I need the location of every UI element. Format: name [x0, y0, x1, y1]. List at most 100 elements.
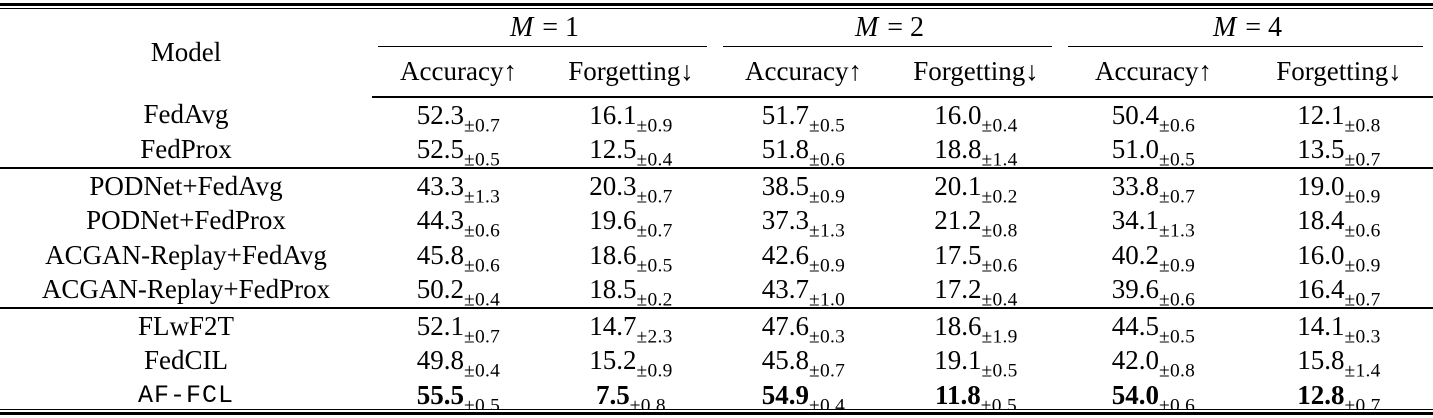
metric-value: 52.5±0.5: [416, 134, 501, 171]
model-name: PODNet+FedAvg: [0, 167, 372, 204]
table-body: FedAvg 52.3±0.7 16.1±0.9 51.7±0.5 16.0±0…: [0, 97, 1433, 417]
column-header-accuracy-m4: Accuracy↑: [1062, 47, 1245, 98]
model-name: FedAvg: [143, 99, 229, 130]
bottom-rule-thin: [0, 409, 1433, 410]
group-header-m2: M = 2: [717, 8, 1062, 47]
model-name: AF-FCL: [137, 380, 234, 410]
metric-value: 18.6±0.5: [589, 239, 673, 277]
model-name: ACGAN-Replay+FedAvg: [45, 239, 327, 270]
m4-variable: M: [1212, 11, 1237, 43]
metric-value: 33.8±0.7: [1062, 167, 1245, 206]
metric-value: 44.3±0.6: [416, 205, 501, 242]
column-header-accuracy-m2: Accuracy↑: [717, 47, 890, 98]
metric-value: 18.8±1.4: [934, 134, 1018, 171]
top-rule-thick: [0, 3, 1433, 6]
metric-value: 15.2±0.9: [589, 345, 673, 382]
metric-value: 51.7±0.5: [761, 99, 846, 137]
model-name: ACGAN-Replay+FedProx: [41, 274, 331, 305]
metric-value: 51.0±0.5: [1111, 134, 1196, 171]
m1-cmidrule: [378, 45, 707, 47]
table-row-acgan-replay-fedprox: ACGAN-Replay+FedProx 50.2±0.4 18.5±0.2 4…: [0, 273, 1433, 311]
metric-value: 43.7±1.0: [761, 274, 846, 311]
column-header-model: Model: [150, 37, 222, 67]
m2-variable: M: [854, 11, 879, 43]
metric-value: 16.0±0.4: [934, 99, 1018, 137]
model-name: PODNet+FedProx: [86, 205, 286, 236]
metric-value: 7.5±0.8: [596, 379, 666, 417]
metric-value: 16.1±0.9: [589, 99, 673, 137]
column-header-forgetting-m1: Forgetting↓: [545, 47, 717, 98]
metric-value: 19.1±0.5: [934, 345, 1018, 382]
metric-value: 18.6±1.9: [890, 307, 1062, 346]
top-rule-gap: [0, 6, 1433, 8]
column-header-accuracy-m1: Accuracy↑: [372, 47, 545, 98]
metric-value: 34.1±1.3: [1111, 205, 1196, 242]
metric-value: 14.1±0.3: [1245, 307, 1433, 346]
group-header-m4: M = 4: [1062, 8, 1433, 47]
bottom-rule: [0, 409, 1433, 415]
table-row-fedprox: FedProx 52.5±0.5 12.5±0.4 51.8±0.6 18.8±…: [0, 133, 1433, 171]
metric-value: 54.0±0.6: [1111, 379, 1196, 417]
bottom-rule-thick: [0, 412, 1433, 415]
metric-value: 37.3±1.3: [761, 205, 846, 242]
results-table: Model M = 1 M = 2 M = 4 Accuracy↑ Forgettin…: [0, 8, 1433, 417]
metric-value: 16.0±0.9: [1297, 239, 1381, 277]
bottom-rule-gap: [0, 410, 1433, 412]
metric-value: 20.1±0.2: [890, 167, 1062, 206]
metric-value: 19.0±0.9: [1245, 167, 1433, 206]
metric-value: 54.9±0.4: [761, 379, 846, 417]
metric-value: 52.3±0.7: [416, 99, 501, 137]
metric-value: 52.1±0.7: [372, 307, 545, 346]
m1-variable: M: [509, 11, 534, 43]
column-header-forgetting-m2: Forgetting↓: [890, 47, 1062, 98]
metric-value: 50.4±0.6: [1111, 99, 1196, 137]
top-rule-thin: [0, 8, 1433, 9]
metric-value: 47.6±0.3: [717, 307, 890, 346]
header-row-groups: Model M = 1 M = 2 M = 4: [0, 8, 1433, 67]
metric-value: 49.8±0.4: [416, 345, 501, 382]
metric-value: 38.5±0.9: [717, 167, 890, 206]
metric-value: 55.5±0.5: [416, 379, 501, 417]
model-name: FedCIL: [144, 345, 228, 376]
metric-value: 18.4±0.6: [1297, 205, 1381, 242]
metric-value: 43.3±1.3: [372, 167, 545, 206]
metric-value: 17.2±0.4: [934, 274, 1018, 311]
table-row-fedavg: FedAvg 52.3±0.7 16.1±0.9 51.7±0.5 16.0±0…: [0, 97, 1433, 137]
metric-value: 17.5±0.6: [934, 239, 1018, 277]
metric-value: 42.6±0.9: [761, 239, 846, 277]
metric-value: 18.5±0.2: [589, 274, 673, 311]
header-row-metrics: Accuracy↑ Forgetting↓ Accuracy↑ Forgetti…: [0, 47, 1433, 98]
top-rule: [0, 3, 1433, 9]
metric-value: 45.8±0.6: [416, 239, 501, 277]
m4-equals-value: = 4: [1245, 11, 1283, 43]
m2-equals-value: = 2: [887, 11, 925, 43]
metric-value: 19.6±0.7: [589, 205, 673, 242]
metric-value: 50.2±0.4: [416, 274, 501, 311]
column-header-forgetting-m4: Forgetting↓: [1245, 47, 1433, 98]
table-row-fedcil: FedCIL 49.8±0.4 15.2±0.9 45.8±0.7 19.1±0…: [0, 344, 1433, 382]
table-row-podnet-fedavg: PODNet+FedAvg 43.3±1.3 20.3±0.7 38.5±0.9…: [0, 167, 1433, 206]
metric-value: 40.2±0.9: [1111, 239, 1196, 277]
table-row-podnet-fedprox: PODNet+FedProx 44.3±0.6 19.6±0.7 37.3±1.…: [0, 204, 1433, 242]
metric-value: 51.8±0.6: [761, 134, 846, 171]
metric-value: 44.5±0.5: [1062, 307, 1245, 346]
table-row-flwf2t: FLwF2T 52.1±0.7 14.7±2.3 47.6±0.3 18.6±1…: [0, 307, 1433, 346]
m1-equals-value: = 1: [542, 11, 580, 43]
table-row-acgan-replay-fedavg: ACGAN-Replay+FedAvg 45.8±0.6 18.6±0.5 42…: [0, 238, 1433, 277]
group-header-m1: M = 1: [372, 8, 717, 47]
table-row-af-fcl: AF-FCL 55.5±0.5 7.5±0.8 54.9±0.4 11.8±0.…: [0, 378, 1433, 417]
table-header: Model M = 1 M = 2 M = 4 Accuracy↑ Forgettin…: [0, 8, 1433, 98]
metric-value: 20.3±0.7: [545, 167, 717, 206]
metric-value: 12.5±0.4: [589, 134, 673, 171]
metric-value: 12.1±0.8: [1297, 99, 1381, 137]
m4-cmidrule: [1068, 45, 1423, 47]
m2-cmidrule: [723, 45, 1052, 47]
model-name: FLwF2T: [0, 307, 372, 344]
metric-value: 21.2±0.8: [934, 205, 1018, 242]
metric-value: 42.0±0.8: [1111, 345, 1196, 382]
metric-value: 14.7±2.3: [545, 307, 717, 346]
metric-value: 15.8±1.4: [1297, 345, 1381, 382]
metric-value: 11.8±0.5: [935, 379, 1017, 417]
metric-value: 13.5±0.7: [1297, 134, 1381, 171]
